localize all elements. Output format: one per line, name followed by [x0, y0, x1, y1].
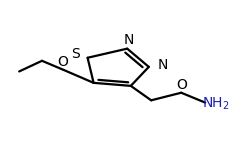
Text: S: S	[71, 47, 79, 61]
Text: NH$_2$: NH$_2$	[202, 95, 230, 112]
Text: O: O	[176, 78, 187, 92]
Text: O: O	[58, 55, 69, 69]
Text: N: N	[158, 58, 168, 72]
Text: N: N	[123, 33, 134, 47]
